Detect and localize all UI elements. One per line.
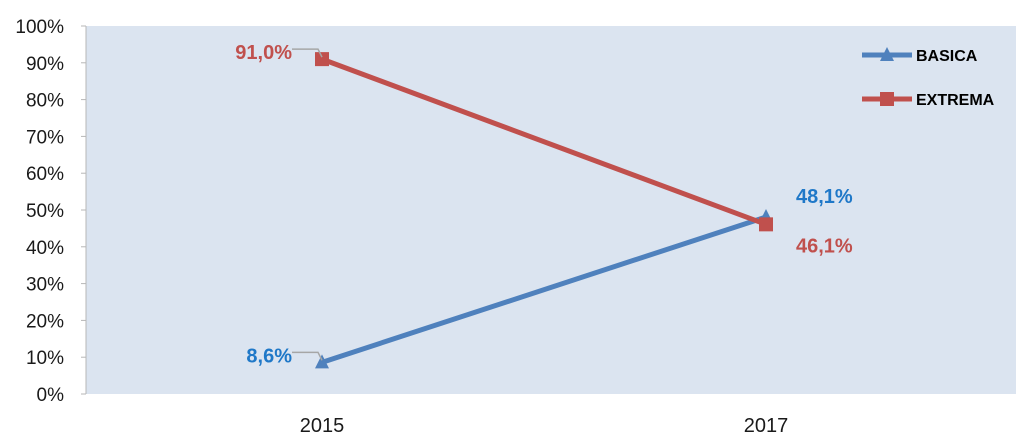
series-basica-line xyxy=(321,214,767,365)
y-tick-label: 10% xyxy=(26,348,64,369)
y-tick-label: 30% xyxy=(26,275,64,296)
series-basica-data-label: 8,6% xyxy=(246,345,292,367)
y-tick-label: 40% xyxy=(26,238,64,259)
series-extrema xyxy=(315,52,773,232)
legend: BASICA EXTREMA xyxy=(862,47,995,109)
data-labels: 8,6% 48,1% 91,0% 46,1% xyxy=(235,42,853,367)
legend-basica-marker xyxy=(880,47,894,61)
series-extrema-data-label: 91,0% xyxy=(235,42,292,64)
series-basica-label-leader xyxy=(292,351,323,361)
y-tick-label: 50% xyxy=(26,201,64,222)
series-basica-marker xyxy=(315,354,329,369)
series-extrema-marker xyxy=(759,217,773,232)
legend-extrema-label: EXTREMA xyxy=(916,92,995,109)
series-basica-data-label: 48,1% xyxy=(796,186,853,208)
y-tick-label: 70% xyxy=(26,127,64,148)
series-extrema-line xyxy=(321,56,767,227)
series-layer xyxy=(315,52,773,369)
y-axis-ticks: 0% 10% 20% 30% 40% 50% 60% 70% 80% 90% 100% xyxy=(15,17,86,406)
series-extrema-marker xyxy=(315,52,329,67)
y-tick-label: 90% xyxy=(26,54,64,75)
x-tick-label: 2015 xyxy=(300,415,345,437)
legend-extrema-marker xyxy=(880,92,894,106)
plot-area xyxy=(86,26,1016,394)
y-tick-label: 0% xyxy=(37,385,65,406)
y-tick-label: 20% xyxy=(26,311,64,332)
legend-basica-label: BASICA xyxy=(916,48,978,65)
x-tick-label: 2017 xyxy=(744,415,789,437)
x-axis-ticks: 2015 2017 xyxy=(300,415,789,437)
y-tick-label: 100% xyxy=(15,17,64,38)
series-extrema-data-label: 46,1% xyxy=(796,235,853,257)
series-extrema-label-leader xyxy=(292,48,323,58)
legend-extrema: EXTREMA xyxy=(862,92,995,109)
y-tick-label: 60% xyxy=(26,164,64,185)
legend-basica: BASICA xyxy=(862,47,978,65)
y-tick-label: 80% xyxy=(26,91,64,112)
